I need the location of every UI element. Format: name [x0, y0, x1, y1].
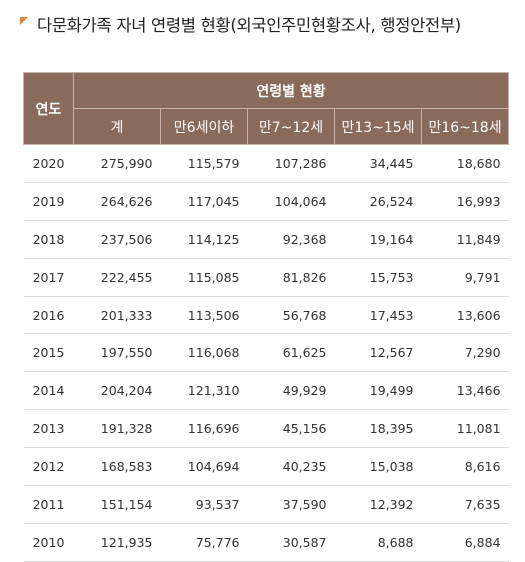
value-cell: 11,081 [421, 409, 509, 449]
table-row: 2017 222,455 115,085 81,826 15,753 9,791 [23, 258, 509, 297]
value-cell: 75,776 [160, 523, 248, 562]
heading-marker-icon [20, 17, 28, 25]
table-row: 2019 264,626 117,045 104,064 26,524 16,993 [23, 182, 509, 221]
value-cell: 18,395 [334, 409, 422, 449]
value-cell: 8,688 [334, 523, 422, 562]
value-cell: 121,935 [73, 523, 161, 562]
value-cell: 201,333 [73, 296, 161, 335]
value-cell: 15,753 [334, 258, 422, 297]
value-cell: 116,068 [160, 333, 248, 373]
value-cell: 275,990 [73, 144, 161, 183]
page-heading: 다문화가족 자녀 연령별 현황(외국인주민현황조사, 행정안전부) [20, 11, 461, 37]
year-cell: 2012 [23, 447, 74, 487]
value-cell: 114,125 [160, 220, 248, 259]
value-cell: 237,506 [73, 220, 161, 259]
value-cell: 12,567 [334, 333, 422, 373]
column-header-13-15: 만13~15세 [334, 108, 422, 145]
year-cell: 2020 [23, 144, 74, 183]
column-header-under-6: 만6세이하 [160, 108, 248, 145]
table-row: 2012 168,583 104,694 40,235 15,038 8,616 [23, 447, 509, 487]
year-cell: 2015 [23, 333, 74, 373]
value-cell: 151,154 [73, 485, 161, 524]
table-row: 2020 275,990 115,579 107,286 34,445 18,680 [23, 144, 509, 183]
table-row: 2018 237,506 114,125 92,368 19,164 11,849 [23, 220, 509, 259]
value-cell: 104,694 [160, 447, 248, 487]
value-cell: 191,328 [73, 409, 161, 449]
value-cell: 30,587 [247, 523, 335, 562]
value-cell: 117,045 [160, 182, 248, 221]
value-cell: 222,455 [73, 258, 161, 297]
value-cell: 13,606 [421, 296, 509, 335]
value-cell: 18,680 [421, 144, 509, 183]
year-cell: 2013 [23, 409, 74, 449]
value-cell: 93,537 [160, 485, 248, 524]
value-cell: 34,445 [334, 144, 422, 183]
age-group-header: 연령별 현황 [72, 72, 510, 109]
table-row: 2016 201,333 113,506 56,768 17,453 13,606 [23, 296, 509, 335]
value-cell: 15,038 [334, 447, 422, 487]
value-cell: 121,310 [160, 371, 248, 411]
year-cell: 2019 [23, 182, 74, 221]
value-cell: 19,164 [334, 220, 422, 259]
value-cell: 168,583 [73, 447, 161, 487]
value-cell: 17,453 [334, 296, 422, 335]
table-row: 2010 121,935 75,776 30,587 8,688 6,884 [23, 523, 509, 562]
value-cell: 56,768 [247, 296, 335, 335]
value-cell: 37,590 [247, 485, 335, 524]
value-cell: 7,290 [421, 333, 509, 373]
value-cell: 6,884 [421, 523, 509, 562]
year-cell: 2016 [23, 296, 74, 335]
value-cell: 81,826 [247, 258, 335, 297]
year-cell: 2014 [23, 371, 74, 411]
table-header-row: 연도 연령별 현황 [23, 72, 510, 145]
value-cell: 19,499 [334, 371, 422, 411]
value-cell: 92,368 [247, 220, 335, 259]
value-cell: 115,085 [160, 258, 248, 297]
value-cell: 204,204 [73, 371, 161, 411]
year-cell: 2018 [23, 220, 74, 259]
table-row: 2011 151,154 93,537 37,590 12,392 7,635 [23, 485, 509, 524]
value-cell: 45,156 [247, 409, 335, 449]
value-cell: 8,616 [421, 447, 509, 487]
value-cell: 40,235 [247, 447, 335, 487]
stats-table: 연도 연령별 현황 계 만6세이하 만7~12세 만13~15세 만16~18세… [23, 72, 510, 562]
page-title: 다문화가족 자녀 연령별 현황(외국인주민현황조사, 행정안전부) [37, 16, 461, 35]
year-cell: 2010 [23, 523, 74, 562]
table-row: 2013 191,328 116,696 45,156 18,395 11,081 [23, 409, 509, 449]
value-cell: 61,625 [247, 333, 335, 373]
table-body: 2020 275,990 115,579 107,286 34,445 18,680 201… [23, 144, 509, 562]
table-row: 2015 197,550 116,068 61,625 12,567 7,290 [23, 333, 509, 373]
value-cell: 11,849 [421, 220, 509, 259]
column-header-total: 계 [73, 108, 161, 145]
value-cell: 115,579 [160, 144, 248, 183]
value-cell: 12,392 [334, 485, 422, 524]
value-cell: 104,064 [247, 182, 335, 221]
value-cell: 264,626 [73, 182, 161, 221]
value-cell: 7,635 [421, 485, 509, 524]
year-cell: 2017 [23, 258, 74, 297]
year-cell: 2011 [23, 485, 74, 524]
value-cell: 13,466 [421, 371, 509, 411]
value-cell: 116,696 [160, 409, 248, 449]
table-subheader-row: 계 만6세이하 만7~12세 만13~15세 만16~18세 [24, 108, 510, 145]
value-cell: 9,791 [421, 258, 509, 297]
value-cell: 26,524 [334, 182, 422, 221]
value-cell: 49,929 [247, 371, 335, 411]
value-cell: 16,993 [421, 182, 509, 221]
value-cell: 107,286 [247, 144, 335, 183]
column-header-7-12: 만7~12세 [247, 108, 335, 145]
column-header-16-18: 만16~18세 [420, 108, 510, 145]
value-cell: 197,550 [73, 333, 161, 373]
value-cell: 113,506 [160, 296, 248, 335]
year-column-header: 연도 [23, 72, 74, 145]
table-row: 2014 204,204 121,310 49,929 19,499 13,466 [23, 371, 509, 411]
